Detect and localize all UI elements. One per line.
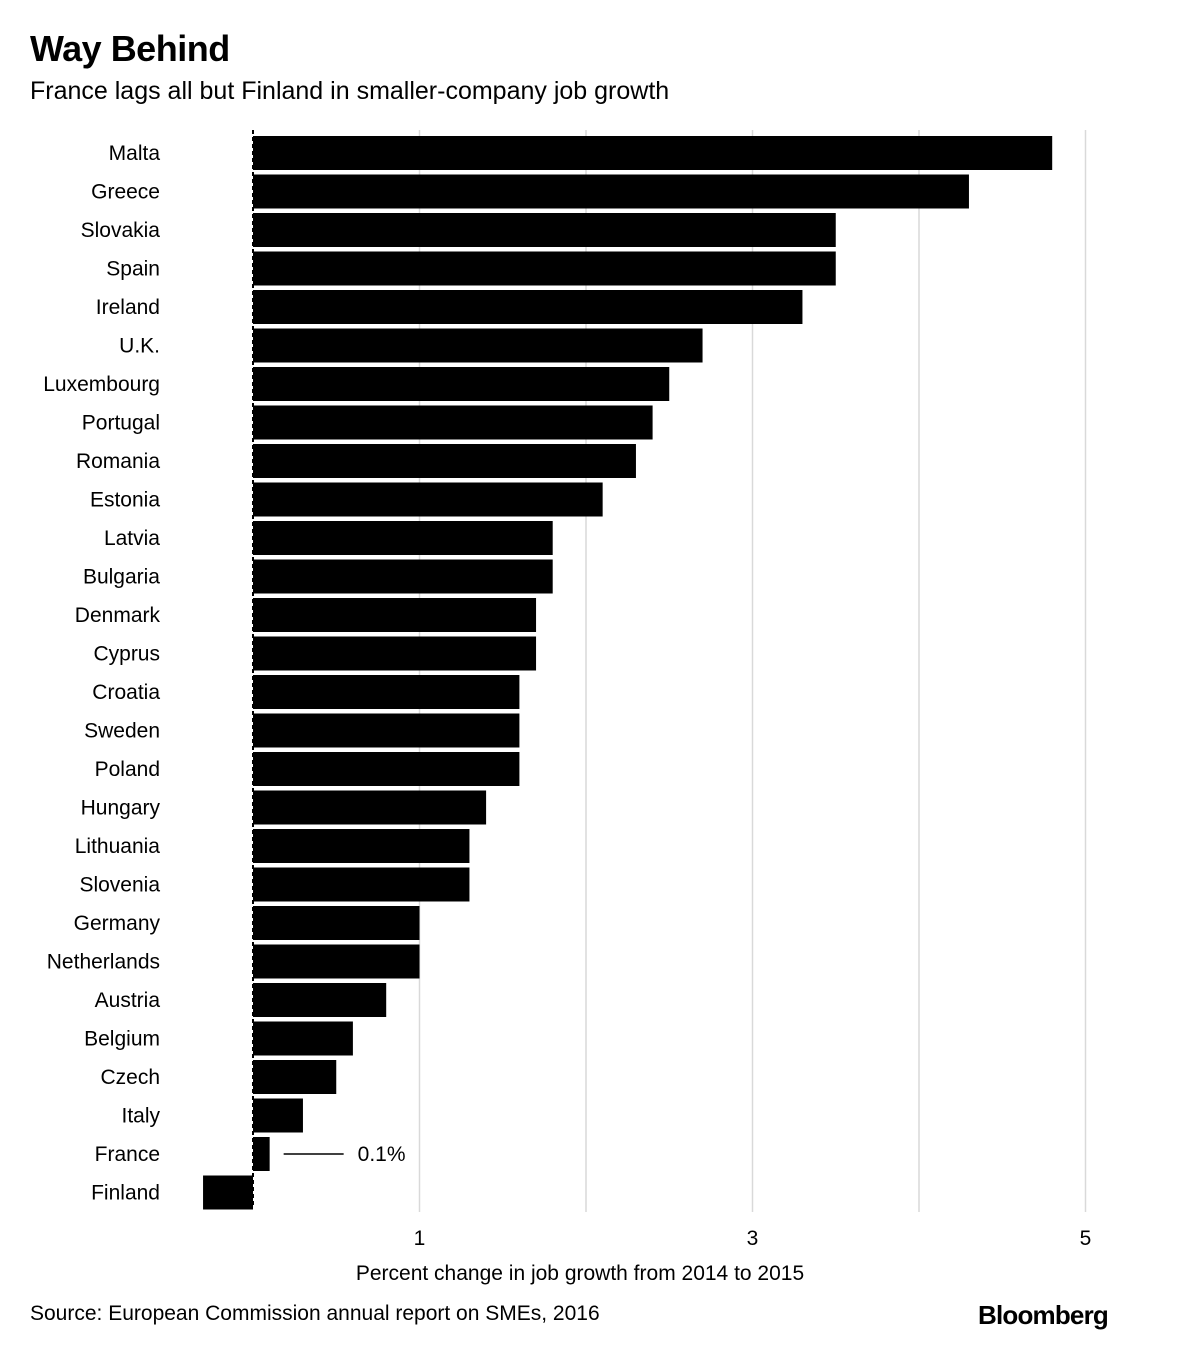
bar-italy bbox=[253, 1098, 303, 1133]
category-label: Czech bbox=[100, 1066, 160, 1089]
bar-czech bbox=[253, 1060, 337, 1094]
bar-spain bbox=[253, 251, 836, 286]
bar-malta bbox=[253, 136, 1053, 170]
bar-estonia bbox=[253, 482, 603, 517]
category-label: Croatia bbox=[92, 681, 160, 704]
bar-greece bbox=[253, 174, 969, 209]
bloomberg-logo: Bloomberg bbox=[977, 1300, 1109, 1330]
chart-subtitle: France lags all but Finland in smaller-c… bbox=[30, 77, 670, 105]
bar-netherlands bbox=[253, 944, 420, 979]
category-label: Denmark bbox=[75, 604, 161, 627]
bar-finland bbox=[203, 1175, 253, 1210]
x-axis-label: Percent change in job growth from 2014 t… bbox=[355, 1262, 805, 1285]
bar-denmark bbox=[253, 598, 537, 632]
bar-luxembourg bbox=[253, 367, 670, 401]
bar-germany bbox=[253, 906, 420, 940]
category-label: Slovenia bbox=[79, 874, 160, 897]
category-label: U.K. bbox=[119, 335, 160, 358]
category-label: Portugal bbox=[82, 412, 160, 435]
bar-belgium bbox=[253, 1021, 353, 1056]
category-label: France bbox=[95, 1143, 160, 1166]
category-label: Malta bbox=[109, 142, 161, 165]
bar-lithuania bbox=[253, 829, 470, 863]
bar-france bbox=[253, 1137, 270, 1171]
category-label: Cyprus bbox=[93, 643, 160, 666]
bar-poland bbox=[253, 752, 520, 786]
bar-chart: Malta Greece Slovakia Spain Ireland U.K. Luxem… bbox=[43, 130, 1092, 1250]
bar-sweden bbox=[253, 713, 520, 748]
annotation-label: 0.1% bbox=[358, 1143, 406, 1166]
category-label: Austria bbox=[95, 989, 161, 1012]
category-label: Netherlands bbox=[47, 951, 160, 974]
bar-austria bbox=[253, 983, 387, 1017]
category-label: Lithuania bbox=[75, 835, 161, 858]
category-label: Germany bbox=[74, 912, 161, 935]
bar-slovenia bbox=[253, 867, 470, 902]
category-label: Finland bbox=[91, 1182, 160, 1205]
category-label: Bulgaria bbox=[83, 566, 160, 589]
category-label: Greece bbox=[91, 181, 160, 204]
category-label: Italy bbox=[121, 1105, 160, 1128]
category-label: Sweden bbox=[84, 720, 160, 743]
x-tick-label: 1 bbox=[414, 1227, 426, 1250]
bar-cyprus bbox=[253, 636, 537, 671]
bar-portugal bbox=[253, 405, 653, 440]
category-label: Latvia bbox=[104, 527, 160, 550]
bar-u-k- bbox=[253, 328, 703, 363]
category-label: Romania bbox=[76, 450, 160, 473]
category-label: Spain bbox=[106, 258, 160, 281]
source-note: Source: European Commission annual repor… bbox=[30, 1302, 600, 1325]
bar-romania bbox=[253, 444, 636, 478]
bar-croatia bbox=[253, 675, 520, 709]
chart-title: Way Behind bbox=[30, 28, 230, 69]
bar-hungary bbox=[253, 790, 487, 825]
category-label: Belgium bbox=[84, 1028, 160, 1051]
category-label: Hungary bbox=[81, 797, 161, 820]
bar-bulgaria bbox=[253, 559, 553, 594]
category-label: Ireland bbox=[96, 296, 160, 319]
x-tick-label: 5 bbox=[1080, 1227, 1092, 1250]
category-label: Luxembourg bbox=[43, 373, 160, 396]
bar-ireland bbox=[253, 290, 803, 324]
category-label: Poland bbox=[95, 758, 160, 781]
category-label: Estonia bbox=[90, 489, 160, 512]
bar-slovakia bbox=[253, 213, 836, 247]
category-label: Slovakia bbox=[81, 219, 161, 242]
x-tick-label: 3 bbox=[747, 1227, 759, 1250]
bar-latvia bbox=[253, 521, 553, 555]
